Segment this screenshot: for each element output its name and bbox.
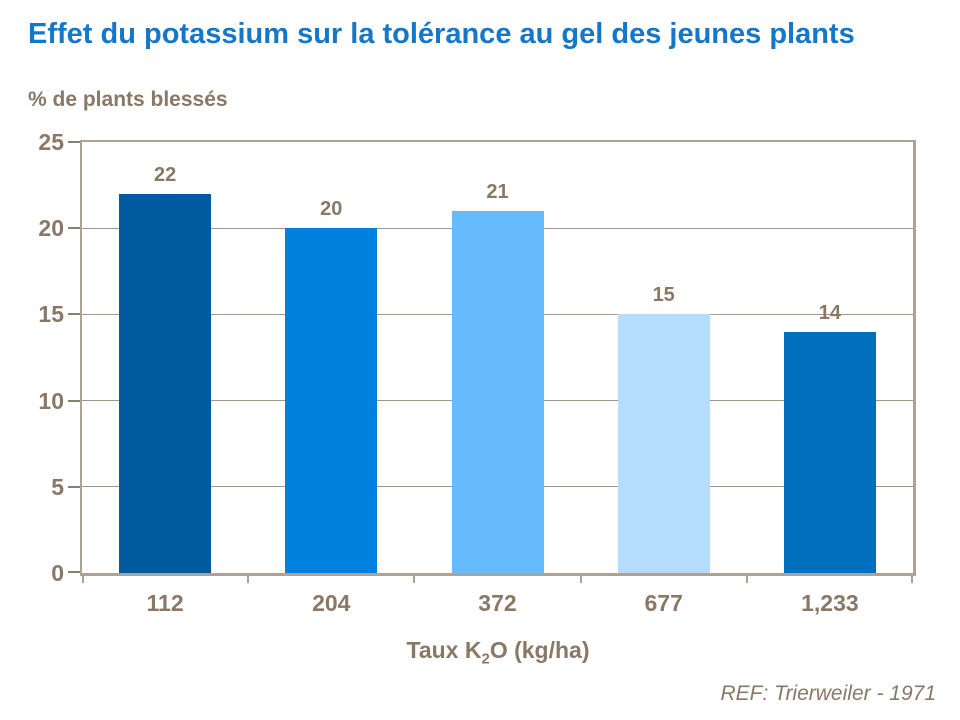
bar [119, 193, 212, 573]
y-tick-label: 5 [51, 473, 64, 500]
y-tick-label: 20 [38, 215, 64, 242]
plot-area: 0 5 10 15 20 25 22 20 21 15 14 112 204 372 677 1,233 [38, 129, 916, 616]
x-axis-tick-mark [579, 576, 582, 583]
x-axis-title-post: O (kg/ha) [489, 637, 590, 663]
bar [783, 331, 876, 573]
y-axis-tick-mark [68, 571, 80, 573]
bar-value-label: 20 [320, 198, 343, 221]
bar-value-label: 15 [652, 284, 675, 307]
x-tick-label: 112 [146, 590, 184, 616]
x-axis-tick-mark [413, 576, 416, 583]
bar-value-label: 21 [486, 180, 509, 203]
x-axis-title-subscript: 2 [481, 650, 490, 668]
bar [285, 228, 378, 573]
bar-value-label: 22 [153, 163, 177, 186]
y-tick-label: 15 [38, 301, 64, 328]
chart-title: Effet du potassium sur la tolérance au g… [28, 18, 855, 50]
x-axis-tick-mark [911, 576, 913, 583]
x-tick-label: 204 [312, 590, 351, 616]
y-axis-tick-mark [68, 485, 80, 488]
reference-text: REF: Trierweiler - 1971 [720, 682, 937, 705]
y-axis-tick-mark [68, 227, 80, 230]
y-tick-label: 10 [38, 387, 64, 414]
bar [617, 314, 710, 573]
x-tick-label: 372 [478, 590, 517, 616]
x-axis-title-pre: Taux K [406, 637, 482, 663]
x-tick-label: 1,233 [801, 590, 859, 616]
bar-value-label: 14 [818, 301, 842, 324]
y-axis-caption: % de plants blessés [28, 88, 228, 111]
y-axis-tick-mark [68, 399, 80, 402]
x-axis-tick-mark [82, 576, 84, 583]
bar [451, 210, 544, 573]
y-tick-label: 25 [38, 129, 64, 155]
y-tick-label: 0 [51, 560, 64, 586]
y-axis-tick-mark [68, 141, 80, 143]
x-axis-tick-mark [247, 576, 250, 583]
y-axis-tick-mark [68, 313, 80, 316]
x-tick-label: 677 [644, 590, 683, 616]
x-axis-tick-mark [745, 576, 748, 583]
x-axis-title: Taux K2O (kg/ha) [80, 637, 916, 668]
